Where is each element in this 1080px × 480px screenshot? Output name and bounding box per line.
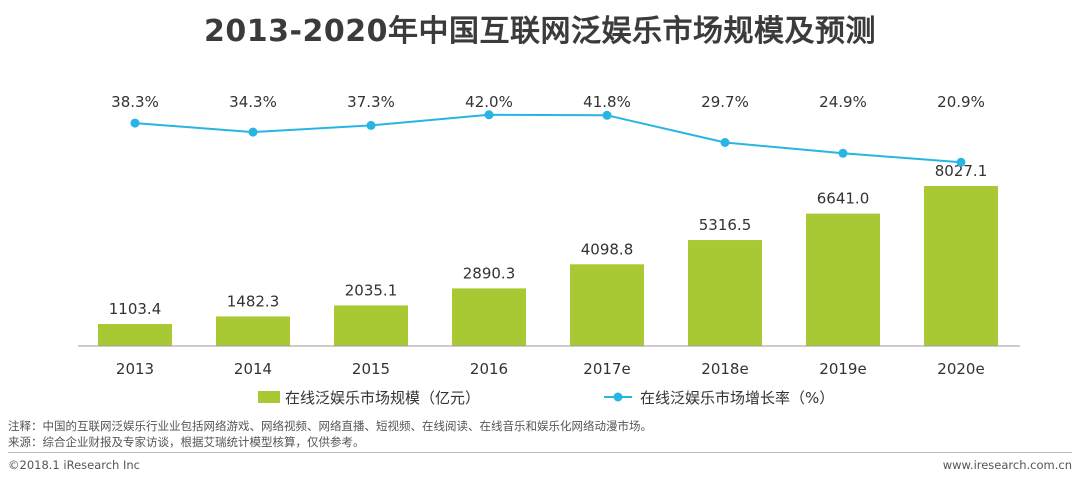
growth-line: [134, 113, 962, 164]
growth-value-label: 38.3%: [111, 93, 159, 111]
footer-divider: [8, 452, 1072, 453]
legend-line-marker: [613, 392, 623, 402]
bar-value-label: 4098.8: [581, 240, 634, 258]
growth-point: [602, 110, 612, 120]
bars-layer: 1103.4 1482.3 2035.1 2890.3 4098.8 5316.5 6641…: [98, 162, 998, 346]
x-tick-label: 2014: [234, 360, 272, 378]
growth-point: [838, 148, 848, 158]
x-tick-label: 2020e: [937, 360, 984, 378]
bar-value-label: 6641.0: [817, 190, 870, 208]
copyright: ©2018.1 iResearch Inc: [8, 458, 140, 472]
bar: [452, 288, 526, 346]
growth-point: [248, 127, 258, 137]
legend-line-label: 在线泛娱乐市场增长率（%）: [640, 389, 834, 407]
bar: [924, 186, 998, 346]
bar: [688, 240, 762, 346]
bar-value-label: 1482.3: [227, 292, 280, 310]
legend-bar-swatch: [258, 391, 280, 403]
x-tick-label: 2017e: [583, 360, 630, 378]
website: www.iresearch.com.cn: [942, 458, 1072, 472]
chart-source: 来源：综合企业财报及专家访谈，根据艾瑞统计模型核算，仅供参考。: [8, 435, 365, 449]
bar: [570, 264, 644, 346]
bar-value-label: 2035.1: [345, 281, 398, 299]
legend-bar-label: 在线泛娱乐市场规模（亿元）: [285, 389, 480, 407]
x-tick-label: 2013: [116, 360, 154, 378]
growth-value-label: 41.8%: [583, 93, 631, 111]
bar-value-label: 1103.4: [109, 300, 162, 318]
growth-value-label: 24.9%: [819, 93, 867, 111]
x-tick-labels: 2013 2014 2015 2016 2017e 2018e 2019e 2020e: [116, 360, 985, 378]
chart-title: 2013-2020年中国互联网泛娱乐市场规模及预测: [204, 14, 876, 49]
growth-value-label: 42.0%: [465, 93, 513, 111]
bar: [98, 324, 172, 346]
bar: [334, 305, 408, 346]
x-tick-label: 2018e: [701, 360, 748, 378]
x-tick-label: 2019e: [819, 360, 866, 378]
growth-line-layer: 38.3% 34.3% 37.3% 42.0% 41.8% 29.7% 24.9% 20.9%: [111, 93, 985, 167]
chart: 1103.4 1482.3 2035.1 2890.3 4098.8 5316.5 6641…: [78, 93, 1020, 407]
growth-value-label: 29.7%: [701, 93, 749, 111]
growth-value-label: 34.3%: [229, 93, 277, 111]
bar: [806, 213, 880, 346]
growth-value-label: 20.9%: [937, 93, 985, 111]
growth-value-label: 37.3%: [347, 93, 395, 111]
bar-value-label: 8027.1: [935, 162, 988, 180]
growth-point: [484, 110, 494, 120]
growth-point: [366, 120, 376, 130]
chart-note: 注释：中国的互联网泛娱乐行业业包括网络游戏、网络视频、网络直播、短视频、在线阅读…: [8, 419, 652, 433]
growth-point: [956, 157, 966, 167]
legend: 在线泛娱乐市场规模（亿元） 在线泛娱乐市场增长率（%）: [258, 389, 834, 407]
x-tick-label: 2015: [352, 360, 390, 378]
growth-point: [130, 118, 140, 128]
bar-value-label: 2890.3: [463, 264, 516, 282]
bar: [216, 316, 290, 346]
x-tick-label: 2016: [470, 360, 508, 378]
growth-point: [720, 138, 730, 147]
bar-value-label: 5316.5: [699, 216, 752, 234]
